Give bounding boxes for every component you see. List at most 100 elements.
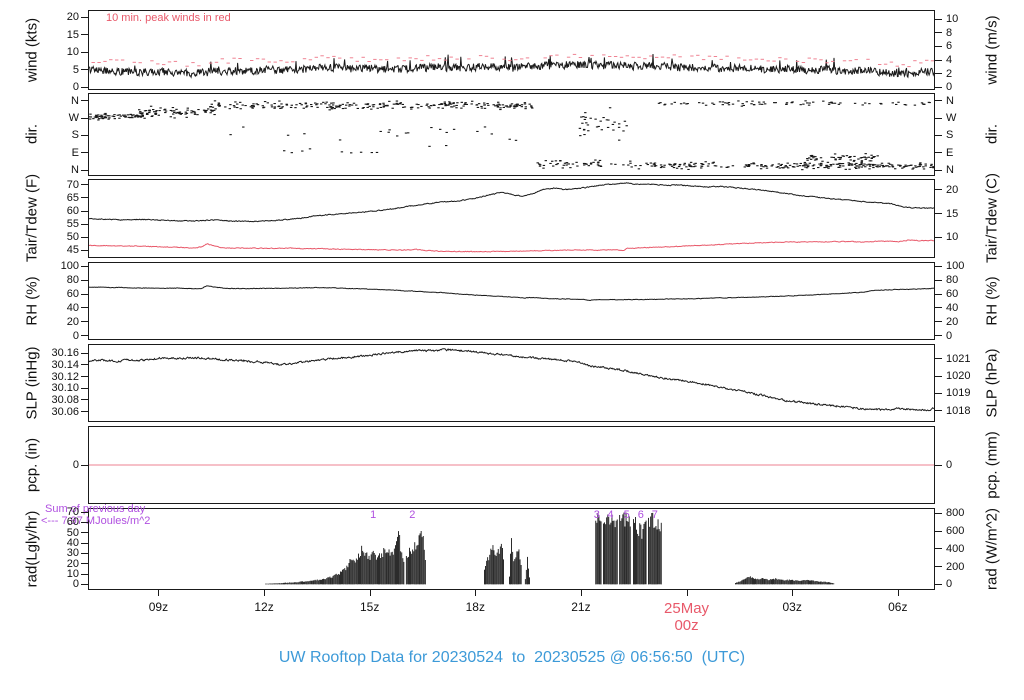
dir-point bbox=[341, 103, 344, 105]
dir-point bbox=[830, 156, 833, 158]
wind-right-tick-label: 10 bbox=[946, 13, 959, 26]
dir-point bbox=[242, 126, 245, 128]
dir-point bbox=[576, 165, 579, 167]
dir-point bbox=[930, 165, 933, 167]
dir-point bbox=[602, 117, 605, 119]
dir-point bbox=[280, 103, 283, 105]
dir-point bbox=[841, 163, 845, 165]
rad-bar bbox=[499, 546, 501, 585]
dir-point bbox=[731, 165, 735, 167]
dir-point bbox=[427, 106, 430, 108]
dir-point bbox=[460, 107, 463, 109]
rad-bar bbox=[414, 542, 416, 585]
rad-bar bbox=[406, 557, 408, 585]
rad-bar bbox=[269, 583, 271, 585]
slp-left-tick-label: 30.14 bbox=[51, 358, 79, 371]
dir-point bbox=[445, 131, 448, 133]
dir-point bbox=[185, 116, 188, 118]
dir-point bbox=[880, 162, 884, 164]
dir-point bbox=[806, 102, 809, 104]
dir-point bbox=[361, 107, 364, 109]
rad-bar bbox=[287, 582, 289, 585]
dir-point bbox=[209, 106, 213, 108]
dir-point bbox=[857, 158, 860, 160]
slp-left-tick bbox=[81, 399, 88, 401]
rad-bar bbox=[303, 581, 304, 585]
dir-point bbox=[799, 162, 802, 164]
dir-point bbox=[169, 109, 173, 111]
dir-right-tick bbox=[935, 134, 942, 136]
rad-bar bbox=[637, 533, 639, 585]
rh-right-tick-label: 0 bbox=[946, 329, 953, 342]
dir-point bbox=[639, 165, 642, 167]
dir-point bbox=[456, 102, 459, 104]
rad-bar bbox=[652, 512, 654, 585]
dir-point bbox=[104, 112, 107, 114]
dir-point bbox=[903, 104, 906, 106]
dir-point bbox=[154, 113, 157, 115]
dir-point bbox=[509, 104, 512, 106]
rad-bar bbox=[382, 557, 384, 585]
dir-point bbox=[613, 121, 616, 123]
rad-bar bbox=[780, 579, 782, 585]
rh-left-tick bbox=[81, 279, 88, 281]
dir-point bbox=[391, 107, 394, 109]
dir-point bbox=[106, 115, 110, 117]
dir-point bbox=[598, 159, 602, 161]
dir-point bbox=[455, 104, 458, 106]
pcp-right-tick bbox=[935, 464, 942, 466]
dir-point bbox=[759, 168, 763, 170]
dir-point bbox=[758, 103, 761, 105]
dir-point bbox=[251, 107, 254, 109]
rad-bar bbox=[642, 529, 644, 585]
rad-bar bbox=[833, 583, 835, 585]
slp-right-tick-label: 1020 bbox=[946, 370, 971, 383]
dir-point bbox=[848, 156, 852, 158]
temp-left-tick-label: 50 bbox=[66, 231, 79, 244]
dir-left-tick bbox=[81, 100, 88, 102]
dir-point bbox=[213, 109, 216, 111]
dir-point bbox=[538, 163, 541, 165]
x-axis-tick bbox=[475, 590, 477, 596]
dir-point bbox=[802, 103, 805, 105]
rad-bar bbox=[368, 555, 370, 585]
dir-point bbox=[136, 116, 140, 118]
dir-point bbox=[104, 116, 107, 118]
dir-point bbox=[837, 103, 841, 105]
rad-bar bbox=[608, 516, 610, 585]
rad-bar bbox=[822, 581, 824, 585]
dir-point bbox=[600, 129, 603, 131]
dir-point bbox=[584, 112, 587, 114]
rad-bar bbox=[292, 582, 294, 585]
dir-point bbox=[890, 164, 894, 166]
dir-point bbox=[827, 103, 831, 105]
dir-point bbox=[345, 104, 348, 106]
dir-point bbox=[711, 102, 714, 104]
rad-bar bbox=[324, 579, 326, 585]
dir-point bbox=[157, 114, 160, 116]
dir-point bbox=[107, 118, 110, 120]
rad-bar bbox=[810, 580, 811, 585]
dir-point bbox=[103, 113, 106, 115]
rad-bar bbox=[791, 579, 792, 585]
dir-point bbox=[854, 166, 857, 168]
temp-left-tick-label: 65 bbox=[66, 191, 79, 204]
rad-bar bbox=[424, 560, 426, 585]
rad-bar bbox=[741, 580, 743, 585]
dir-point bbox=[881, 164, 884, 166]
dir-point bbox=[751, 100, 754, 102]
rad-bar bbox=[352, 559, 354, 585]
rad-bar bbox=[768, 580, 770, 585]
dir-point bbox=[514, 104, 517, 106]
rh-right-tick-label: 80 bbox=[946, 274, 959, 287]
rad-bar bbox=[347, 567, 349, 585]
rad-bar bbox=[361, 545, 363, 585]
dir-point bbox=[252, 106, 255, 108]
wind-peaks-note: 10 min. peak winds in red bbox=[106, 12, 231, 24]
rad-bar bbox=[332, 575, 334, 585]
rad-bar bbox=[626, 521, 628, 585]
rad-bar bbox=[758, 579, 760, 585]
dir-point bbox=[844, 168, 847, 170]
rh-left-tick bbox=[81, 293, 88, 295]
slp-left-tick-label: 30.16 bbox=[51, 347, 79, 360]
